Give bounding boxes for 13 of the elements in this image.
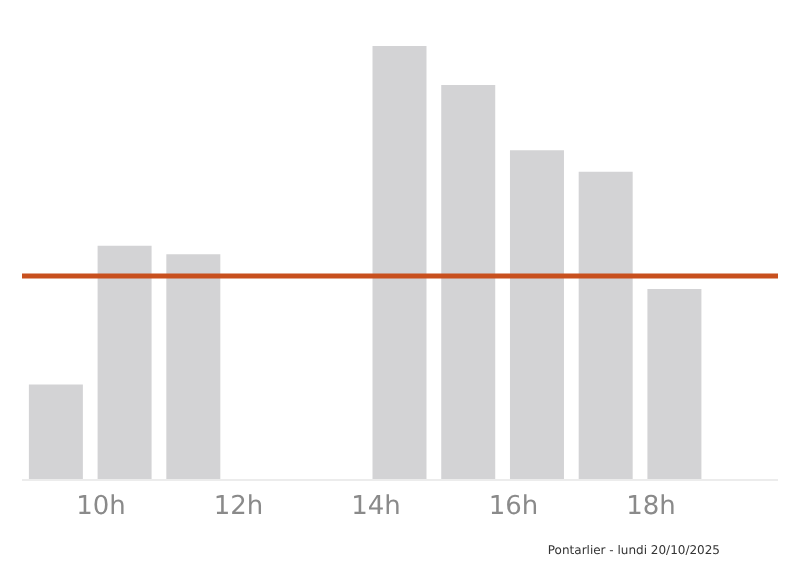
x-tick-label: 18h <box>626 492 676 523</box>
bar <box>28 384 83 480</box>
bar <box>97 245 152 480</box>
x-tick-label: 10h <box>76 492 126 523</box>
x-tick-label: 14h <box>351 492 401 523</box>
x-tick-label: 16h <box>488 492 539 523</box>
bar <box>441 85 496 480</box>
bar <box>166 254 221 480</box>
bar <box>372 46 427 480</box>
bar <box>509 150 564 480</box>
bar <box>578 171 633 480</box>
x-tick-label: 12h <box>213 492 264 523</box>
bar <box>647 289 702 480</box>
